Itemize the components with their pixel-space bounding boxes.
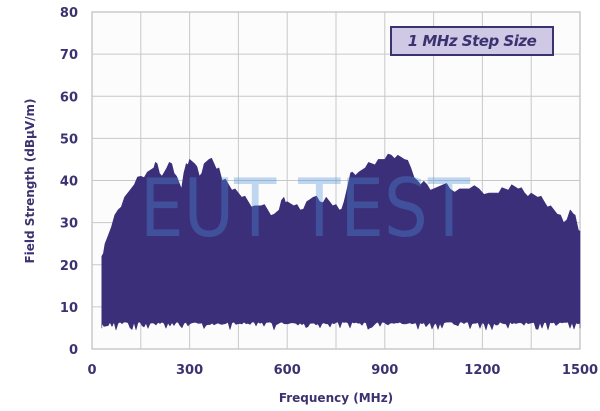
data-area <box>101 153 581 331</box>
y-tick-label: 60 <box>60 90 78 105</box>
y-tick-label: 80 <box>60 6 78 21</box>
step-size-annotation: 1 MHz Step Size <box>390 26 554 56</box>
y-tick-label: 0 <box>69 343 78 358</box>
watermark: EUT TEST <box>140 162 471 255</box>
y-tick-label: 20 <box>60 259 78 274</box>
y-tick-label: 40 <box>60 175 78 190</box>
y-axis-label: Field Strength (dBμV/m) <box>23 98 37 263</box>
y-tick-label: 50 <box>60 132 78 147</box>
x-tick-label: 1500 <box>562 363 598 378</box>
x-tick-label: 300 <box>176 363 203 378</box>
step-size-label: 1 MHz Step Size <box>407 32 537 50</box>
x-tick-label: 600 <box>274 363 301 378</box>
y-axis-ticks: 0 10 20 30 40 50 60 70 80 <box>60 6 78 358</box>
y-tick-label: 70 <box>60 48 78 63</box>
x-axis-ticks: 0 300 600 900 1200 1500 <box>87 363 598 378</box>
y-tick-label: 30 <box>60 217 78 232</box>
x-tick-label: 1200 <box>464 363 500 378</box>
x-tick-label: 900 <box>371 363 398 378</box>
x-tick-label: 0 <box>87 363 96 378</box>
y-tick-label: 10 <box>60 301 78 316</box>
x-axis-label: Frequency (MHz) <box>279 391 393 405</box>
